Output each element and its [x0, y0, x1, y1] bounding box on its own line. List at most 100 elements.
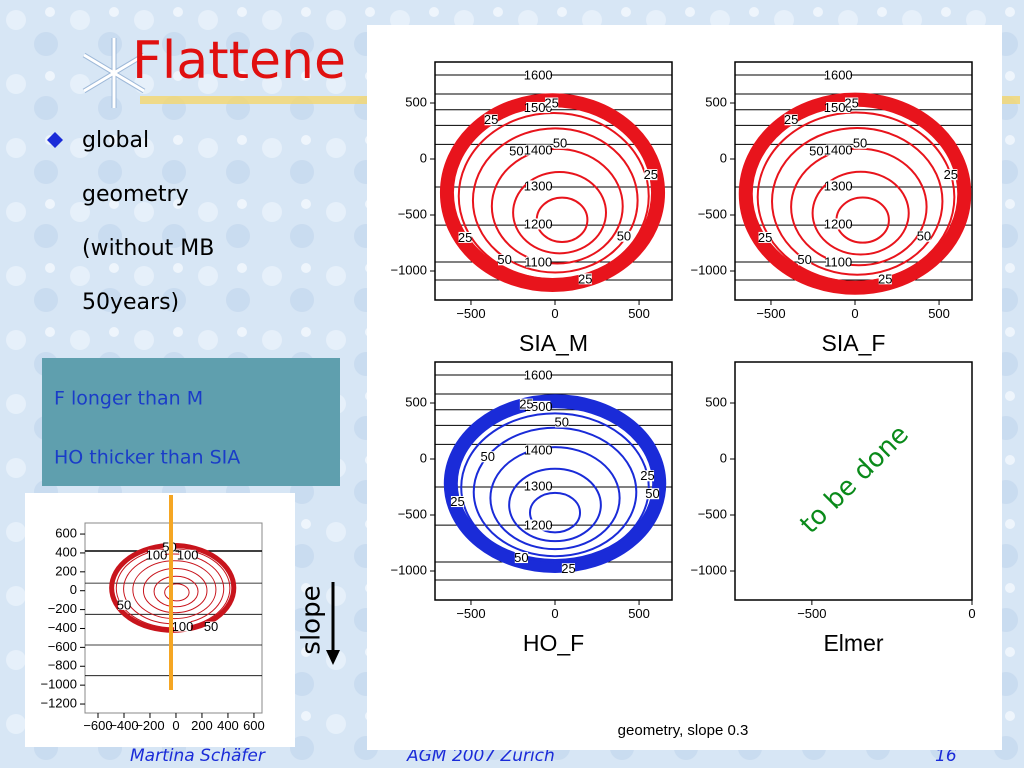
x-tick-label: −400 [109, 718, 138, 733]
contour-label: 50 [617, 229, 631, 244]
contour-label-bg [526, 480, 551, 492]
contour-label-bg [944, 169, 958, 181]
figure-caption: geometry, slope 0.3 [618, 722, 749, 739]
contour-label: 1600 [824, 67, 853, 82]
contour-label-bg [519, 398, 534, 410]
contour-label: 50 [645, 486, 659, 501]
contour [771, 126, 944, 276]
contour-label: 100 [172, 619, 194, 634]
contour-label-bg [526, 400, 551, 412]
contour-label: 50 [204, 619, 218, 634]
x-tick-label: 0 [172, 718, 179, 733]
y-tick-label: −500 [698, 506, 727, 521]
contour-label-bg [526, 101, 551, 113]
y-tick-label: 500 [405, 394, 427, 409]
contour-label-bg [826, 144, 851, 156]
footer-page: 16 [935, 746, 957, 766]
panel-title: HO_F [523, 630, 584, 656]
x-tick-label: −500 [456, 306, 485, 321]
contour [529, 491, 582, 534]
contour-label-bg [458, 231, 472, 243]
panel: −500 0 500−1000−5000500SIA_F16001500140013… [690, 61, 973, 356]
y-tick-label: 200 [55, 563, 77, 578]
contour [153, 575, 199, 608]
contour-label: 1100 [824, 254, 852, 269]
y-tick-label: −1000 [390, 562, 427, 577]
contour-label-bg [174, 621, 191, 632]
y-tick-label: 0 [70, 582, 77, 597]
slope-label: slope [297, 585, 327, 654]
bullet-text: geometry [82, 182, 189, 207]
contour-label: 50 [514, 550, 528, 565]
contour-label: 100 [177, 547, 199, 562]
contour [756, 111, 956, 283]
y-tick-label: 500 [405, 94, 427, 109]
contour [460, 412, 650, 563]
contour-label-bg [826, 218, 851, 230]
bullet-text: 50years) [82, 290, 179, 315]
contour-label-bg [450, 496, 465, 508]
contour-label: 25 [578, 271, 592, 286]
contour [811, 170, 910, 256]
contour-label-bg [545, 97, 559, 109]
slide-title: Flattene [132, 31, 346, 91]
y-tick-label: −1000 [690, 262, 727, 277]
contour [123, 553, 225, 625]
contour-label-bg [526, 369, 551, 381]
contour [457, 112, 650, 281]
contour-label-bg [148, 549, 165, 560]
contour-label-bg [514, 552, 528, 564]
contour-label-bg [809, 145, 823, 157]
y-tick-label: −500 [698, 206, 727, 221]
contour-label: 25 [784, 112, 798, 127]
contour-label-bg [878, 273, 892, 285]
panel: −500 0 −1000 −500 0 500 Elmer [690, 361, 976, 656]
x-tick-label: −500 [797, 606, 826, 621]
contour-label: 25 [878, 271, 892, 286]
x-tick-label: 0 [551, 606, 558, 621]
contour-label: 1100 [524, 254, 552, 269]
contour-label-bg [640, 470, 655, 482]
contour-label: 50 [509, 144, 523, 159]
contour-label: 1300 [524, 478, 553, 493]
contour [471, 127, 639, 274]
plot-frame [84, 522, 263, 714]
y-tick-label: −500 [398, 206, 427, 221]
contour-label: 50 [497, 252, 511, 267]
y-tick-label: 0 [720, 150, 727, 165]
note-line: F longer than M [54, 388, 203, 410]
contour [490, 147, 624, 265]
contour-label: 50 [553, 136, 567, 151]
contour-label-bg [179, 549, 197, 560]
contour-label-bg [826, 101, 851, 113]
y-tick-label: −200 [48, 601, 77, 616]
contour-label-bg [526, 444, 551, 456]
contour [512, 171, 607, 255]
y-tick-label: 400 [55, 544, 77, 559]
contour-label: 25 [561, 561, 575, 576]
contour-label-bg [205, 621, 218, 632]
y-tick-label: −400 [48, 620, 77, 635]
y-tick-label: 0 [420, 450, 427, 465]
contour [142, 567, 208, 614]
contour-label-bg [784, 114, 798, 126]
x-tick-label: 500 [628, 306, 650, 321]
panel-title: Elmer [823, 630, 883, 656]
contour-label: 1600 [524, 367, 553, 382]
note-line: HO thicker than SIA [54, 447, 240, 469]
contour-label-bg [645, 488, 660, 500]
x-tick-label: 200 [191, 718, 213, 733]
contour-label-bg [845, 97, 859, 109]
contour-label: 1600 [524, 67, 553, 82]
y-tick-label: −800 [48, 658, 77, 673]
contour-label-bg [561, 563, 576, 575]
contour [443, 394, 667, 573]
contour-label: 50 [117, 597, 131, 612]
footer-author: Martina Schäfer [130, 746, 266, 766]
contour [508, 467, 602, 543]
x-tick-label: −500 [756, 306, 785, 321]
contour-label: 50 [853, 136, 867, 151]
contour-label-bg [826, 256, 851, 268]
y-tick-label: 0 [420, 150, 427, 165]
